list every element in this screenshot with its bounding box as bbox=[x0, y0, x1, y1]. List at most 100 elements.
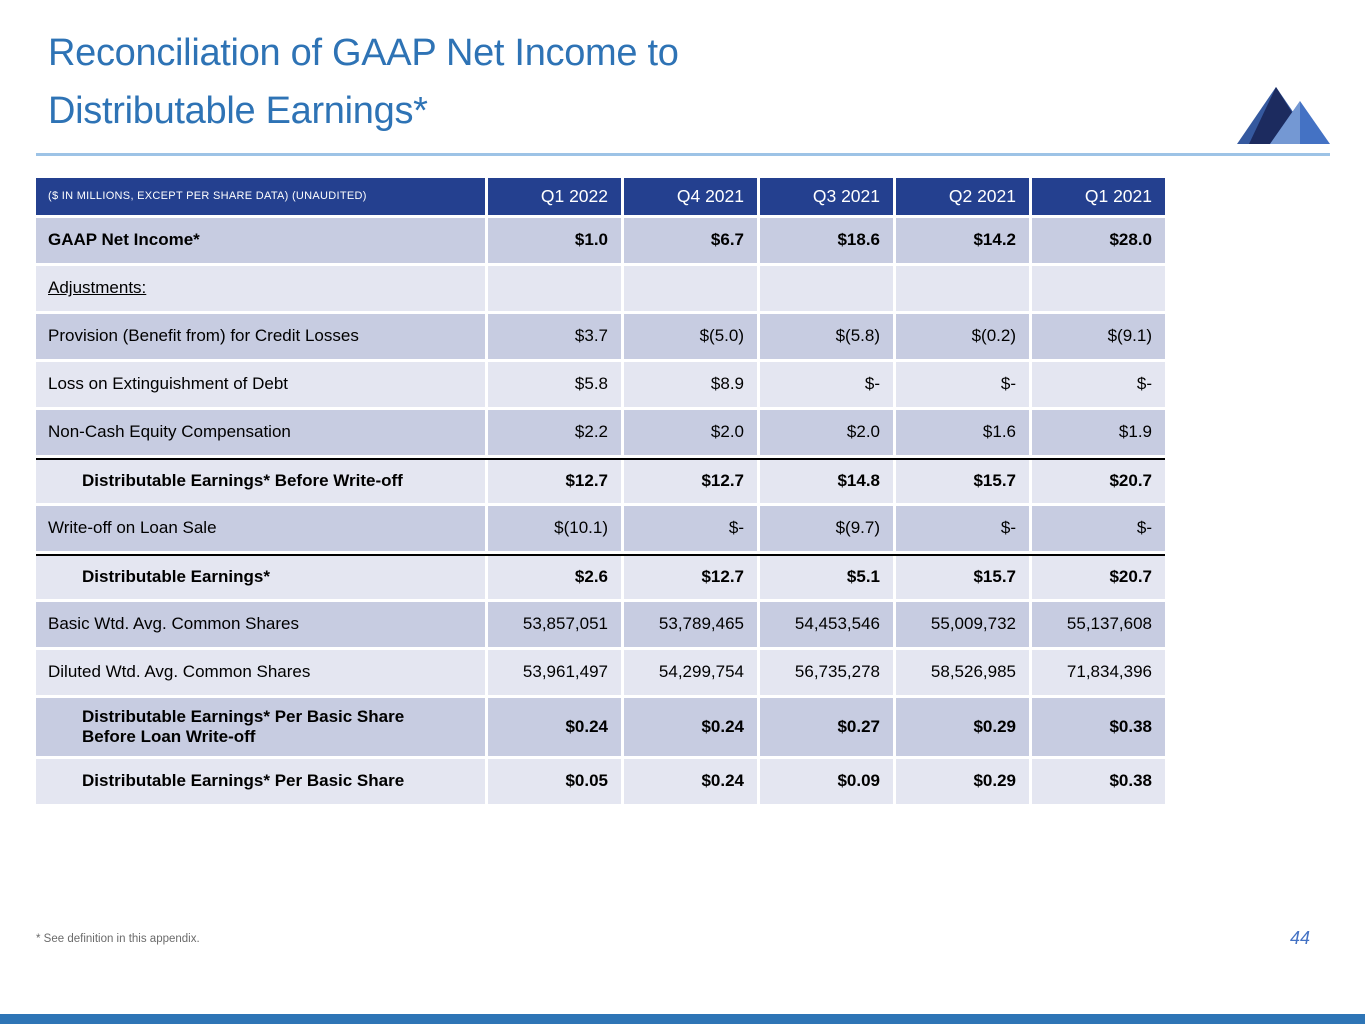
row-value: 53,961,497 bbox=[488, 650, 621, 695]
column-header-q2-2021: Q2 2021 bbox=[896, 178, 1029, 215]
table-row: Non-Cash Equity Compensation $2.2 $2.0 $2.0… bbox=[36, 410, 1165, 455]
row-value: $(5.8) bbox=[760, 314, 893, 359]
row-value: $0.09 bbox=[760, 759, 893, 804]
row-value: $20.7 bbox=[1032, 556, 1165, 599]
column-header-q4-2021: Q4 2021 bbox=[624, 178, 757, 215]
row-value: 58,526,985 bbox=[896, 650, 1029, 695]
row-value: $12.7 bbox=[488, 460, 621, 503]
row-value: $(10.1) bbox=[488, 506, 621, 551]
row-value: $2.2 bbox=[488, 410, 621, 455]
page-number: 44 bbox=[1290, 928, 1311, 948]
page-title-line1: Reconciliation of GAAP Net Income to bbox=[48, 32, 679, 74]
row-label: Write-off on Loan Sale bbox=[36, 506, 485, 551]
row-value: 54,453,546 bbox=[760, 602, 893, 647]
row-value: $0.24 bbox=[488, 698, 621, 756]
row-value: $- bbox=[1032, 506, 1165, 551]
table-row: GAAP Net Income* $1.0 $6.7 $18.6 $14.2 $28.0 bbox=[36, 218, 1165, 263]
row-value: $12.7 bbox=[624, 460, 757, 503]
row-label: Provision (Benefit from) for Credit Loss… bbox=[36, 314, 485, 359]
row-value: $2.0 bbox=[624, 410, 757, 455]
row-label: Distributable Earnings* Before Write-off bbox=[36, 460, 485, 503]
row-value bbox=[760, 266, 893, 311]
table-header: ($ IN MILLIONS, EXCEPT PER SHARE DATA) (… bbox=[36, 178, 1165, 215]
row-value: $- bbox=[896, 362, 1029, 407]
row-value: $2.6 bbox=[488, 556, 621, 599]
row-value: $1.6 bbox=[896, 410, 1029, 455]
row-value: 53,857,051 bbox=[488, 602, 621, 647]
row-value: 55,137,608 bbox=[1032, 602, 1165, 647]
table-row: Loss on Extinguishment of Debt $5.8 $8.9 $-… bbox=[36, 362, 1165, 407]
row-label: Adjustments: bbox=[36, 266, 485, 311]
row-value: $- bbox=[896, 506, 1029, 551]
row-value: $0.29 bbox=[896, 698, 1029, 756]
row-value: $(9.7) bbox=[760, 506, 893, 551]
row-label: Diluted Wtd. Avg. Common Shares bbox=[36, 650, 485, 695]
column-header-q3-2021: Q3 2021 bbox=[760, 178, 893, 215]
mountain-logo-icon bbox=[1237, 87, 1330, 144]
row-value bbox=[1032, 266, 1165, 311]
row-value: $14.2 bbox=[896, 218, 1029, 263]
row-value: $(5.0) bbox=[624, 314, 757, 359]
row-value: $2.0 bbox=[760, 410, 893, 455]
row-value: $15.7 bbox=[896, 556, 1029, 599]
row-value: $(9.1) bbox=[1032, 314, 1165, 359]
row-label: GAAP Net Income* bbox=[36, 218, 485, 263]
page-title: Reconciliation of GAAP Net Income to Dist… bbox=[48, 24, 679, 140]
table-row: Provision (Benefit from) for Credit Loss… bbox=[36, 314, 1165, 359]
row-value: $0.29 bbox=[896, 759, 1029, 804]
row-value: $0.27 bbox=[760, 698, 893, 756]
row-value: $20.7 bbox=[1032, 460, 1165, 503]
row-value: $18.6 bbox=[760, 218, 893, 263]
row-value: $8.9 bbox=[624, 362, 757, 407]
row-label: Basic Wtd. Avg. Common Shares bbox=[36, 602, 485, 647]
row-value: $0.38 bbox=[1032, 698, 1165, 756]
row-value: $0.24 bbox=[624, 759, 757, 804]
row-value: 71,834,396 bbox=[1032, 650, 1165, 695]
row-value: 53,789,465 bbox=[624, 602, 757, 647]
table-row: Distributable Earnings* Per Basic Share … bbox=[36, 698, 1165, 756]
row-label: Distributable Earnings* Per Basic Share bbox=[36, 759, 485, 804]
row-value: $(0.2) bbox=[896, 314, 1029, 359]
row-value: $5.8 bbox=[488, 362, 621, 407]
bottom-accent-bar bbox=[0, 1014, 1365, 1024]
row-value: $- bbox=[624, 506, 757, 551]
table-row: Distributable Earnings* $2.6 $12.7 $5.1 $15.… bbox=[36, 554, 1165, 599]
row-value: $0.24 bbox=[624, 698, 757, 756]
table-row: Basic Wtd. Avg. Common Shares 53,857,051 5… bbox=[36, 602, 1165, 647]
row-value bbox=[624, 266, 757, 311]
row-value: $3.7 bbox=[488, 314, 621, 359]
row-value: $5.1 bbox=[760, 556, 893, 599]
page-title-line2: Distributable Earnings* bbox=[48, 90, 428, 132]
row-label: Distributable Earnings* Per Basic Share … bbox=[36, 698, 485, 756]
row-value: 54,299,754 bbox=[624, 650, 757, 695]
row-value: $- bbox=[1032, 362, 1165, 407]
table-row: Adjustments: bbox=[36, 266, 1165, 311]
row-value: $0.38 bbox=[1032, 759, 1165, 804]
footnote: * See definition in this appendix. bbox=[36, 933, 200, 945]
table-row: Diluted Wtd. Avg. Common Shares 53,961,49… bbox=[36, 650, 1165, 695]
row-value: 56,735,278 bbox=[760, 650, 893, 695]
row-value bbox=[896, 266, 1029, 311]
table-row: Distributable Earnings* Before Write-off… bbox=[36, 458, 1165, 503]
row-label: Loss on Extinguishment of Debt bbox=[36, 362, 485, 407]
row-value: $- bbox=[760, 362, 893, 407]
table-row: Distributable Earnings* Per Basic Share $… bbox=[36, 759, 1165, 804]
row-value: $6.7 bbox=[624, 218, 757, 263]
row-value: $28.0 bbox=[1032, 218, 1165, 263]
reconciliation-table: ($ IN MILLIONS, EXCEPT PER SHARE DATA) (… bbox=[36, 178, 1165, 804]
row-value bbox=[488, 266, 621, 311]
row-value: $1.9 bbox=[1032, 410, 1165, 455]
row-label: Distributable Earnings* bbox=[36, 556, 485, 599]
column-header-q1-2021: Q1 2021 bbox=[1032, 178, 1165, 215]
row-value: 55,009,732 bbox=[896, 602, 1029, 647]
row-value: $12.7 bbox=[624, 556, 757, 599]
row-value: $1.0 bbox=[488, 218, 621, 263]
row-value: $0.05 bbox=[488, 759, 621, 804]
row-value: $14.8 bbox=[760, 460, 893, 503]
row-label: Non-Cash Equity Compensation bbox=[36, 410, 485, 455]
title-divider bbox=[36, 153, 1330, 156]
table-row: Write-off on Loan Sale $(10.1) $- $(9.7) $- $… bbox=[36, 506, 1165, 551]
row-value: $15.7 bbox=[896, 460, 1029, 503]
table-unit-label: ($ IN MILLIONS, EXCEPT PER SHARE DATA) (… bbox=[36, 178, 485, 215]
